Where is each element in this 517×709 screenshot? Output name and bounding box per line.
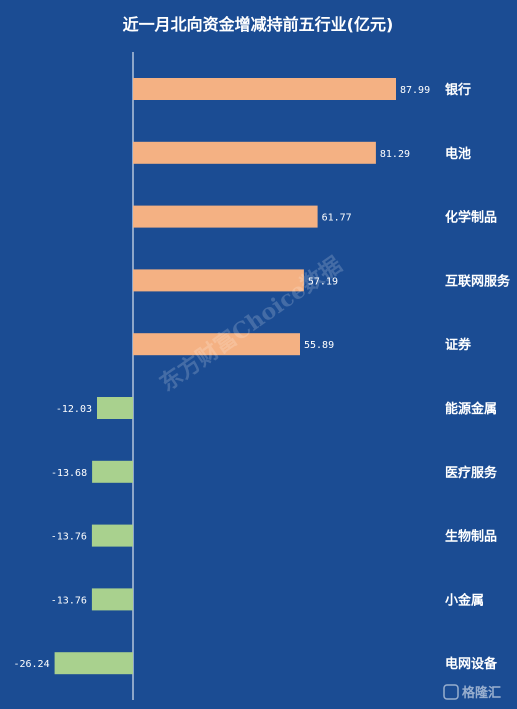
bars-group: 87.99 银行 81.29 电池 61.77 化学制品 57.19 互联网服务 55.89 证券… <box>13 78 511 675</box>
category-label-0: 银行 <box>445 82 471 98</box>
value-label-9: -26.24 <box>13 659 49 670</box>
category-label-2: 化学制品 <box>445 210 497 226</box>
category-label-1: 电池 <box>445 146 471 162</box>
value-label-6: -13.68 <box>51 468 87 479</box>
value-label-5: -12.03 <box>56 404 92 415</box>
bar-2 <box>133 205 318 228</box>
category-label-5: 能源金属 <box>445 401 497 417</box>
category-label-6: 医疗服务 <box>445 465 498 481</box>
bar-8 <box>91 588 133 611</box>
bar-0 <box>133 78 396 100</box>
value-label-0: 87.99 <box>400 85 430 96</box>
chart-title: 近一月北向资金增减持前五行业(亿元) <box>123 15 394 34</box>
category-label-7: 生物制品 <box>445 529 497 545</box>
value-label-7: -13.76 <box>51 532 87 543</box>
gelonghui-logo-icon <box>443 684 459 700</box>
category-label-3: 互联网服务 <box>445 273 511 289</box>
value-label-4: 55.89 <box>304 340 334 351</box>
bar-4 <box>133 333 300 356</box>
value-label-8: -13.76 <box>51 595 87 606</box>
value-label-2: 61.77 <box>322 213 352 224</box>
bar-5 <box>97 397 133 419</box>
category-label-8: 小金属 <box>445 592 484 608</box>
value-label-1: 81.29 <box>380 149 410 160</box>
category-label-9: 电网设备 <box>445 656 498 672</box>
bar-9 <box>54 652 133 675</box>
bar-1 <box>133 141 376 164</box>
bar-7 <box>91 524 133 547</box>
brand-logo: 格隆汇 <box>443 684 501 701</box>
brand-text: 格隆汇 <box>462 685 501 701</box>
bar-3 <box>133 269 304 292</box>
category-label-4: 证券 <box>445 337 472 353</box>
bar-6 <box>92 460 133 483</box>
value-label-3: 57.19 <box>308 276 338 287</box>
